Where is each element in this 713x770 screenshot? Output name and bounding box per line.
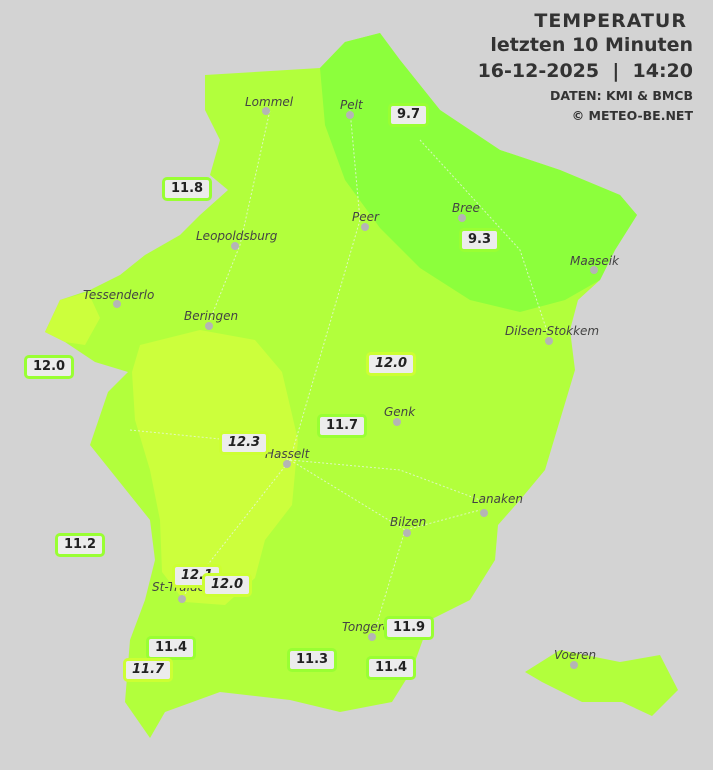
temperature-reading: 12.0 xyxy=(202,573,253,597)
city-label: Beringen xyxy=(184,309,239,323)
temperature-reading: 11.8 xyxy=(162,177,213,201)
city-marker xyxy=(545,337,553,345)
copyright: © METEO-BE.NET xyxy=(571,108,693,123)
city-label: Leopoldsburg xyxy=(196,229,278,243)
city-marker xyxy=(570,661,578,669)
zone-warm xyxy=(132,330,298,605)
temperature-reading: 12.3 xyxy=(219,431,270,455)
temperature-reading: 9.7 xyxy=(388,103,430,127)
roads xyxy=(129,109,551,641)
city-marker xyxy=(368,633,376,641)
city-label: Bree xyxy=(452,201,480,215)
city-marker xyxy=(480,509,488,517)
map-title: TEMPERATUR xyxy=(534,10,687,32)
map-datetime: 16-12-2025 | 14:20 xyxy=(477,60,693,82)
city-label: Lommel xyxy=(245,95,294,109)
city-marker xyxy=(346,111,354,119)
temperature-reading: 9.3 xyxy=(459,228,501,252)
city-label: Genk xyxy=(384,405,416,419)
zone-warm-tessenderlo xyxy=(45,292,100,345)
city-marker xyxy=(231,242,239,250)
city-label: Dilsen-Stokkem xyxy=(505,324,600,338)
temperature-reading: 12.0 xyxy=(366,352,417,376)
zone-cool xyxy=(320,33,637,312)
city-marker xyxy=(262,107,270,115)
city-label: Maaseik xyxy=(570,254,619,268)
temperature-reading: 11.2 xyxy=(55,533,106,557)
map-subtitle: letzten 10 Minuten xyxy=(490,34,693,56)
temperature-reading: 11.3 xyxy=(287,648,338,672)
city-label: Peer xyxy=(352,210,379,224)
temperature-reading: 11.9 xyxy=(384,616,435,640)
city-label: Tessenderlo xyxy=(83,288,155,302)
city-label: Tongeren xyxy=(342,620,398,634)
city-marker xyxy=(113,300,121,308)
city-marker xyxy=(361,223,369,231)
city-label: Lanaken xyxy=(472,492,523,506)
data-source: DATEN: KMI & BMCB xyxy=(549,88,693,103)
province-voeren xyxy=(525,650,678,716)
city-marker xyxy=(403,529,411,537)
city-label: Hasselt xyxy=(265,447,310,461)
city-marker xyxy=(393,418,401,426)
city-marker xyxy=(283,460,291,468)
temperature-reading: 12.0 xyxy=(24,355,75,379)
city-label: Bilzen xyxy=(390,515,427,529)
city-marker xyxy=(178,595,186,603)
temperature-reading: 11.7 xyxy=(123,658,174,682)
city-marker xyxy=(458,214,466,222)
city-label: Pelt xyxy=(340,98,363,112)
temperature-reading: 11.4 xyxy=(146,636,197,660)
city-marker xyxy=(590,266,598,274)
temperature-reading: 11.7 xyxy=(317,414,368,438)
city-marker xyxy=(205,322,213,330)
city-label: Voeren xyxy=(554,648,597,662)
temperature-reading: 11.4 xyxy=(366,656,417,680)
